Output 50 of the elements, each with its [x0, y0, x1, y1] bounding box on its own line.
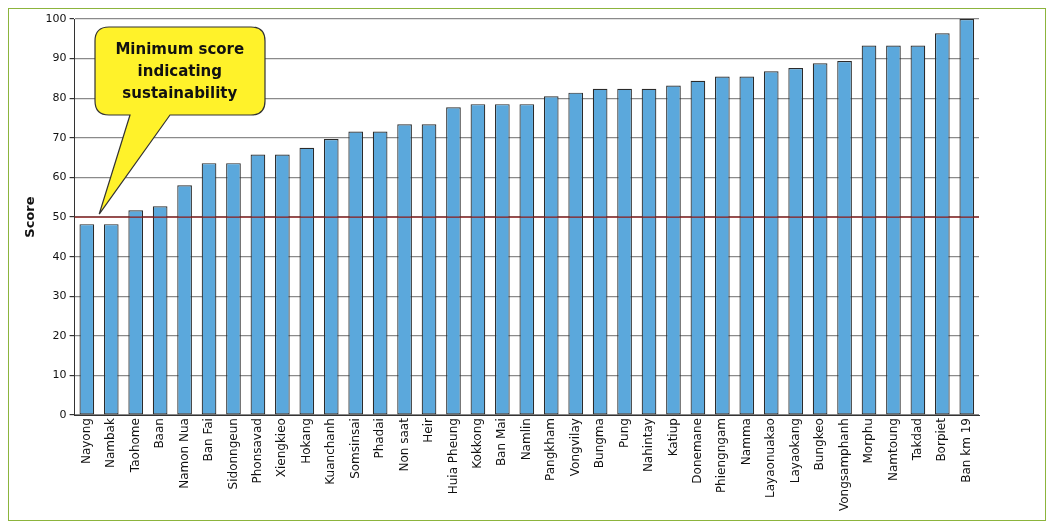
x-tick-label: Namtoung [885, 418, 900, 481]
x-tick-label: Morphu [861, 418, 876, 464]
x-tick-label: Somsinsai [347, 418, 362, 479]
x-tick-label: Baan [152, 418, 167, 449]
x-tick-label: Heir [421, 418, 436, 443]
x-tick-label: Katiup [665, 418, 680, 457]
x-tick-label: Namlin [518, 418, 533, 461]
x-tick-label: Nambak [103, 418, 118, 469]
x-tick-label: Non saat [396, 417, 411, 472]
x-tick-label: Pangkham [543, 418, 558, 481]
x-tick-label: Taohome [127, 418, 142, 474]
x-tick-label: Donemane [690, 418, 705, 484]
x-tick-label: Bungkeo [812, 418, 827, 471]
x-tick-label: Namma [738, 418, 753, 466]
x-tick-label: Borpiet [934, 417, 949, 462]
y-tick-label: 100 [45, 11, 67, 25]
x-tick-label: Phadai [372, 418, 387, 459]
y-tick-label: 20 [52, 328, 67, 342]
x-tick-label: Bungma [592, 418, 607, 469]
x-tick-label: Nahintay [641, 418, 656, 473]
x-tick-label: Vongsamphanh [836, 418, 851, 512]
x-tick-label: Ban km 19 [958, 418, 973, 483]
x-tick-label: Sidonngeun [225, 418, 240, 490]
x-tick-label: Kuanchanh [323, 418, 338, 485]
y-tick-label: 80 [52, 91, 67, 105]
y-axis-title: Score [22, 196, 38, 238]
x-tick-label: Phiengngam [714, 418, 729, 494]
y-tick-label: 0 [59, 407, 67, 421]
x-tick-label: Layaonuakao [763, 418, 778, 498]
y-tick-label: 30 [52, 289, 67, 303]
x-tick-label: Ban Fai [201, 418, 216, 462]
x-tick-label: Layaokang [787, 418, 802, 484]
x-tick-label: Takdad [910, 418, 925, 462]
x-tick-label: Huia Pheung [445, 418, 460, 495]
annotation: Minimum score indicating sustainability [114, 39, 246, 104]
y-tick-label: 50 [52, 209, 67, 223]
x-tick-label: Kokkong [470, 418, 485, 469]
x-tick-label: Namon Nua [176, 418, 191, 489]
y-tick-label: 70 [52, 130, 67, 144]
x-tick-label: Xiengkieo [274, 418, 289, 478]
x-tick-label: Pung [616, 418, 631, 448]
x-tick-label: Vongvilay [567, 418, 582, 477]
y-tick-label: 60 [52, 170, 67, 184]
y-tick-label: 40 [52, 249, 67, 263]
x-tick-label: Hokang [298, 418, 313, 464]
x-tick-label: Phonsavad [250, 418, 265, 484]
x-tick-label: Ban Mai [494, 418, 509, 467]
y-tick-label: 90 [52, 51, 67, 65]
x-tick-label: Nayong [78, 418, 93, 465]
y-tick-label: 10 [52, 368, 67, 382]
